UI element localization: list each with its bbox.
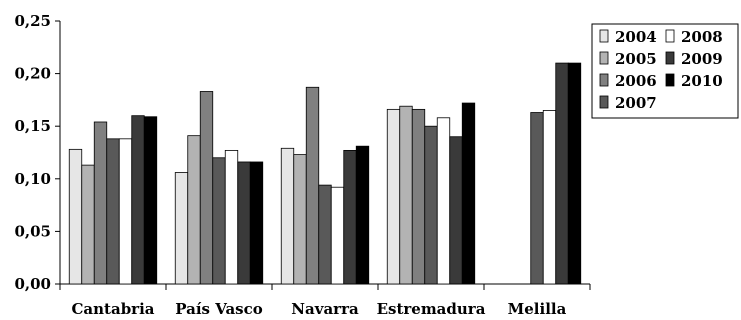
legend-label-2008: 2008 bbox=[681, 28, 723, 46]
bar-2007-3 bbox=[424, 125, 438, 285]
bar-2007-2 bbox=[318, 184, 332, 285]
bar-2006-1 bbox=[199, 91, 214, 285]
bar-2006-3 bbox=[411, 108, 426, 285]
bar-2009-0 bbox=[131, 115, 145, 285]
legend-swatch-2008 bbox=[665, 29, 675, 43]
bar-2008-4 bbox=[542, 110, 557, 285]
x-category-label: Melilla bbox=[508, 300, 567, 318]
legend-swatch-2006 bbox=[599, 73, 609, 87]
bar-2009-2 bbox=[343, 149, 357, 285]
y-tick-label: 0,25 bbox=[14, 12, 51, 30]
bar-2006-0 bbox=[93, 121, 108, 285]
bar-2010-2 bbox=[355, 145, 370, 285]
bar-2009-3 bbox=[449, 136, 463, 285]
bar-2009-1 bbox=[237, 161, 251, 285]
bar-2010-0 bbox=[143, 116, 158, 285]
y-tick-label: 0,10 bbox=[14, 170, 51, 188]
bar-2007-1 bbox=[212, 157, 226, 285]
bar-2009-4 bbox=[555, 62, 569, 285]
legend-box bbox=[591, 23, 739, 119]
bar-2005-2 bbox=[293, 154, 307, 285]
bar-2006-2 bbox=[305, 86, 320, 285]
bar-2004-0 bbox=[68, 148, 83, 285]
y-tick-label: 0,15 bbox=[14, 117, 51, 135]
bars bbox=[68, 62, 582, 285]
legend-swatch-2007 bbox=[599, 95, 609, 109]
legend-label-2005: 2005 bbox=[615, 50, 657, 68]
bar-2005-1 bbox=[187, 135, 201, 285]
legend-swatch-2004 bbox=[599, 29, 609, 43]
y-tick-label: 0,00 bbox=[14, 275, 51, 293]
legend-label-2006: 2006 bbox=[615, 72, 657, 90]
bar-2010-4 bbox=[567, 62, 582, 285]
y-tick-label: 0,05 bbox=[14, 222, 51, 240]
legend-swatch-2005 bbox=[599, 51, 609, 65]
bar-2004-3 bbox=[386, 108, 401, 285]
x-category-label: Navarra bbox=[291, 300, 359, 318]
y-tick-label: 0,20 bbox=[14, 65, 51, 83]
bar-2008-0 bbox=[118, 138, 133, 285]
bar-2005-3 bbox=[399, 105, 413, 285]
bar-2008-3 bbox=[436, 117, 451, 285]
x-category-label: Estremadura bbox=[377, 300, 486, 318]
legend-label-2010: 2010 bbox=[681, 72, 723, 90]
y-axis: 0,00 0,05 0,10 0,15 0,20 0,25 bbox=[14, 12, 61, 293]
x-category-label: País Vasco bbox=[175, 300, 263, 318]
legend-swatch-2010 bbox=[665, 73, 675, 87]
x-axis: Cantabria País Vasco Navarra Estremadura Mel… bbox=[59, 283, 591, 318]
bar-2005-0 bbox=[81, 164, 95, 285]
legend-swatch-2009 bbox=[665, 51, 675, 65]
legend-label-2007: 2007 bbox=[615, 94, 657, 112]
bar-2004-2 bbox=[280, 147, 295, 285]
bar-2010-1 bbox=[249, 161, 264, 285]
x-category-label: Cantabria bbox=[71, 300, 154, 318]
bar-2008-1 bbox=[224, 149, 239, 285]
bar-2007-4 bbox=[530, 112, 544, 285]
bar-2008-2 bbox=[330, 186, 345, 285]
legend: 2004 2005 2006 2007 2008 2009 2010 bbox=[591, 23, 739, 119]
bar-2007-0 bbox=[106, 138, 120, 285]
legend-label-2004: 2004 bbox=[615, 28, 657, 46]
bar-2010-3 bbox=[461, 102, 476, 285]
bar-2004-1 bbox=[174, 172, 189, 285]
legend-label-2009: 2009 bbox=[681, 50, 723, 68]
